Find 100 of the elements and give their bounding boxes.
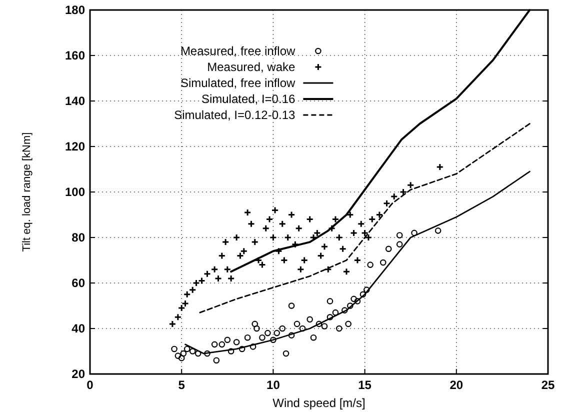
point — [247, 220, 255, 228]
point — [224, 336, 231, 344]
point — [218, 341, 226, 348]
point — [350, 296, 357, 302]
point — [320, 242, 328, 250]
point — [288, 332, 295, 338]
point — [324, 266, 332, 274]
point — [354, 298, 361, 304]
point — [227, 274, 235, 282]
point — [363, 286, 370, 293]
point — [383, 200, 391, 208]
point — [236, 252, 244, 260]
point — [342, 307, 348, 314]
point — [279, 325, 286, 332]
y-tick-label: 140 — [64, 94, 86, 108]
point — [288, 211, 296, 218]
point — [250, 344, 256, 350]
point — [180, 350, 187, 357]
point — [174, 313, 182, 321]
y-tick-label: 120 — [64, 140, 86, 154]
point — [310, 334, 317, 341]
legend-label: Simulated, I=0.16 — [201, 92, 296, 106]
point — [213, 357, 220, 364]
x-tick-label: 20 — [450, 378, 464, 392]
point — [376, 211, 384, 218]
point — [189, 348, 196, 354]
point — [264, 330, 271, 336]
point — [316, 320, 322, 328]
x-tick-label: 15 — [358, 378, 372, 392]
point — [317, 252, 325, 260]
point — [342, 268, 350, 276]
point — [244, 334, 251, 341]
point — [228, 348, 234, 354]
point — [204, 350, 210, 357]
point — [295, 224, 303, 232]
point — [346, 211, 354, 218]
point — [269, 234, 277, 242]
point — [367, 262, 374, 268]
point — [288, 302, 295, 309]
point — [385, 246, 392, 252]
point — [332, 216, 340, 224]
point — [411, 230, 418, 236]
point — [218, 252, 226, 260]
x-tick-label: 10 — [266, 378, 280, 392]
point — [280, 256, 288, 264]
point — [266, 216, 274, 224]
point — [360, 291, 366, 298]
point — [211, 341, 218, 348]
point — [332, 309, 339, 316]
y-tick-label: 80 — [72, 230, 86, 244]
x-tick-label: 25 — [541, 378, 555, 392]
point — [350, 229, 358, 237]
point — [354, 256, 362, 264]
y-tick-label: 40 — [72, 322, 86, 336]
point — [328, 224, 336, 232]
point — [400, 188, 408, 196]
point — [222, 238, 230, 246]
y-tick-label: 60 — [72, 276, 86, 290]
point — [168, 320, 176, 328]
x-axis-title: Wind speed [m/s] — [272, 396, 366, 410]
point — [244, 208, 252, 216]
point — [194, 350, 202, 357]
point — [274, 247, 282, 255]
point — [294, 320, 300, 328]
point — [259, 334, 266, 341]
point — [240, 247, 248, 255]
point — [198, 276, 206, 284]
point — [183, 290, 191, 298]
point — [368, 216, 376, 224]
point — [326, 314, 334, 320]
point — [278, 220, 286, 228]
point — [357, 220, 365, 228]
point — [396, 232, 403, 238]
point — [238, 346, 246, 352]
point — [178, 304, 186, 312]
point — [204, 270, 211, 278]
point — [182, 300, 190, 308]
y-axis-title: Tilt eq. load range [kNm] — [21, 132, 33, 252]
point — [252, 320, 258, 328]
point — [270, 336, 276, 344]
point — [306, 316, 313, 323]
point — [396, 241, 403, 248]
point — [188, 286, 196, 294]
point — [192, 279, 200, 287]
point — [282, 350, 290, 357]
point — [251, 238, 259, 246]
y-tick-label: 160 — [64, 48, 86, 62]
point — [406, 181, 414, 189]
point — [178, 354, 185, 362]
line-series — [199, 123, 530, 314]
y-tick-label: 20 — [72, 367, 86, 381]
x-tick-label: 0 — [86, 378, 94, 392]
point — [310, 234, 318, 242]
x-tick-label: 5 — [178, 378, 186, 392]
point — [254, 325, 260, 332]
point — [326, 298, 334, 304]
point — [339, 245, 347, 253]
point — [184, 346, 190, 352]
y-tick-label: 100 — [64, 185, 86, 199]
point — [345, 320, 352, 328]
